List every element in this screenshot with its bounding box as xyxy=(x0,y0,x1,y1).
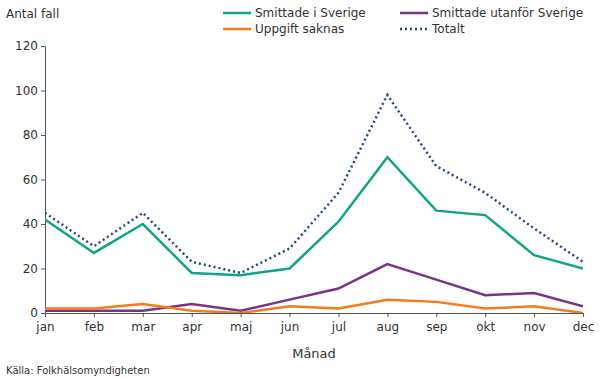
x-tick-mark xyxy=(241,313,242,317)
x-tick: dec xyxy=(573,313,595,334)
x-tick-label: jan xyxy=(35,320,54,334)
x-tick: apr xyxy=(182,313,202,334)
legend-label: Smittade utanför Sverige xyxy=(432,6,583,20)
x-tick: jan xyxy=(35,313,54,334)
chart: 0 20 40 60 80 100 120 jan feb mar apr maj jun jul aug s… xyxy=(0,0,605,379)
legend-swatch xyxy=(223,28,251,31)
x-tick-label: dec xyxy=(573,320,595,334)
x-tick: maj xyxy=(230,313,252,334)
x-tick: okt xyxy=(476,313,495,334)
x-tick-mark xyxy=(192,313,193,317)
x-tick-label: sep xyxy=(426,320,447,334)
y-tick: 80 xyxy=(23,128,45,142)
source: Källa: Folkhälsomyndigheten xyxy=(6,365,150,376)
y-tick-label: 100 xyxy=(15,84,38,98)
x-tick-label: jul xyxy=(331,320,346,334)
y-tick: 20 xyxy=(23,262,45,276)
x-tick-mark xyxy=(583,313,584,317)
y-tick-label: 80 xyxy=(23,128,38,142)
x-tick-label: mar xyxy=(131,320,155,334)
x-tick-mark xyxy=(436,313,437,317)
y-tick: 120 xyxy=(15,39,45,53)
x-axis: jan feb mar apr maj jun jul aug sep okt nov dec xyxy=(35,313,594,334)
series-line xyxy=(45,300,583,313)
x-tick-mark xyxy=(485,313,486,317)
x-tick-label: feb xyxy=(85,320,104,334)
legend-label: Uppgift saknas xyxy=(255,22,344,36)
y-tick-mark xyxy=(41,269,45,270)
x-axis-line xyxy=(46,313,584,314)
y-tick-mark xyxy=(41,46,45,47)
x-tick: nov xyxy=(524,313,546,334)
y-axis: 0 20 40 60 80 100 120 xyxy=(15,39,45,320)
legend: Smittade i Sverige Smittade utanför Sveri… xyxy=(223,6,583,36)
x-tick: jun xyxy=(280,313,300,334)
x-tick-label: okt xyxy=(476,320,495,334)
x-tick-mark xyxy=(387,313,388,317)
y-axis-line xyxy=(45,47,46,314)
series-line xyxy=(45,264,583,311)
y-tick-mark xyxy=(41,91,45,92)
x-tick-label: apr xyxy=(182,320,202,334)
legend-label: Smittade i Sverige xyxy=(255,6,366,20)
legend-entry: Uppgift saknas xyxy=(223,22,344,36)
lines xyxy=(45,95,583,313)
series-line xyxy=(45,95,583,273)
legend-entry: Smittade utanför Sverige xyxy=(400,6,583,20)
x-tick-mark xyxy=(534,313,535,317)
y-tick-mark xyxy=(41,224,45,225)
x-axis-title: Månad xyxy=(292,346,336,361)
x-tick-label: jun xyxy=(280,320,300,334)
y-tick-mark xyxy=(41,313,45,314)
x-tick: sep xyxy=(426,313,447,334)
y-tick: 100 xyxy=(15,84,45,98)
legend-swatch xyxy=(400,28,428,31)
y-tick-label: 120 xyxy=(15,39,38,53)
legend-label: Totalt xyxy=(431,22,465,36)
x-tick-mark xyxy=(94,313,95,317)
y-tick-label: 20 xyxy=(23,262,38,276)
x-tick-label: nov xyxy=(524,320,546,334)
y-tick-mark xyxy=(41,135,45,136)
y-tick: 60 xyxy=(23,173,45,187)
x-tick: jul xyxy=(331,313,346,334)
x-tick-mark xyxy=(290,313,291,317)
x-tick: mar xyxy=(131,313,155,334)
legend-swatch xyxy=(223,12,251,15)
legend-entry: Totalt xyxy=(400,22,465,36)
x-tick: feb xyxy=(85,313,104,334)
legend-entry: Smittade i Sverige xyxy=(223,6,366,20)
x-tick-label: maj xyxy=(230,320,252,334)
y-tick-label: 40 xyxy=(23,217,38,231)
y-tick: 40 xyxy=(23,217,45,231)
y-tick: 0 xyxy=(30,306,45,320)
x-tick-mark xyxy=(338,313,339,317)
x-tick-label: aug xyxy=(377,320,400,334)
legend-swatch xyxy=(400,12,428,15)
y-axis-title: Antal fall xyxy=(6,7,59,21)
x-tick-mark xyxy=(143,313,144,317)
y-tick-label: 0 xyxy=(30,306,38,320)
y-tick-label: 60 xyxy=(23,173,38,187)
y-tick-mark xyxy=(41,180,45,181)
x-tick: aug xyxy=(377,313,400,334)
series-line xyxy=(45,157,583,275)
x-tick-mark xyxy=(45,313,46,317)
